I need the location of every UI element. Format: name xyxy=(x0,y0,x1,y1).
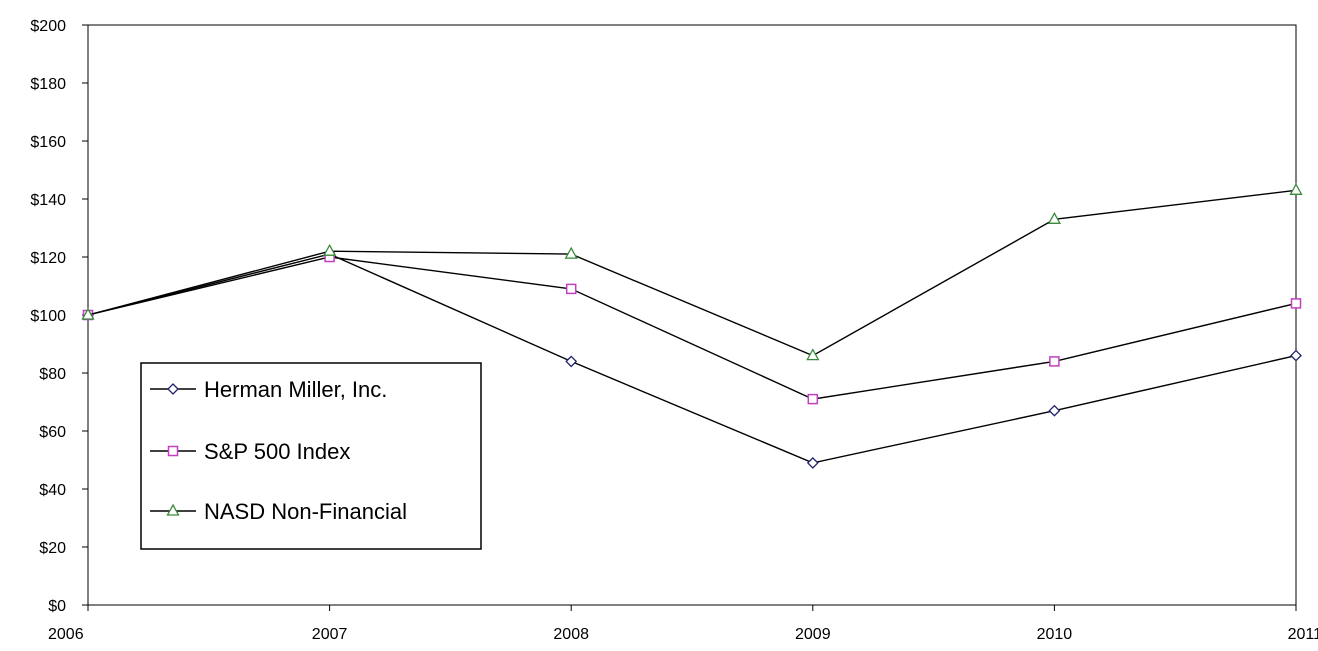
data-point-diamond-marker xyxy=(1048,404,1061,417)
y-tick-label: $40 xyxy=(39,482,66,499)
legend-diamond-marker xyxy=(167,383,179,395)
legend-square-marker xyxy=(167,445,179,457)
data-point-triangle-marker xyxy=(1289,182,1303,195)
data-point-triangle-marker xyxy=(806,348,820,361)
data-point-diamond-marker xyxy=(1290,349,1302,362)
data-point-diamond-marker xyxy=(565,355,578,368)
legend-label: NASD Non-Financial xyxy=(204,499,407,524)
data-point-square-marker xyxy=(807,393,819,405)
series-2-line xyxy=(87,256,1297,400)
series-3 xyxy=(81,182,1303,361)
legend-label: Herman Miller, Inc. xyxy=(204,377,387,402)
x-tick-label: 2009 xyxy=(795,626,831,643)
data-point-square-marker xyxy=(1049,356,1060,367)
data-point-square-marker xyxy=(565,283,577,295)
x-tick-label: 2011 xyxy=(1288,626,1318,643)
y-axis: $0 $20 $40 $60 $80 $100 $120 $140 $160 $180 $200 xyxy=(30,18,88,615)
y-tick-label: $180 xyxy=(30,76,66,93)
x-axis: 2006 2007 2008 2009 2010 2011 xyxy=(48,605,1318,643)
y-tick-label: $160 xyxy=(30,134,66,151)
y-tick-label: $200 xyxy=(30,18,66,35)
y-tick-label: $20 xyxy=(39,540,66,557)
series-3-line xyxy=(87,189,1297,357)
x-tick-label: 2008 xyxy=(553,626,589,643)
data-point-triangle-marker xyxy=(81,307,95,320)
series-1-line xyxy=(87,253,1297,464)
y-tick-label: $60 xyxy=(39,424,66,441)
data-point-triangle-marker xyxy=(323,243,337,256)
data-point-triangle-marker xyxy=(1047,211,1061,224)
x-tick-label: 2007 xyxy=(312,626,348,643)
legend-box xyxy=(140,362,482,550)
x-tick-label: 2010 xyxy=(1037,626,1073,643)
y-tick-label: $120 xyxy=(30,250,66,267)
data-point-triangle-marker xyxy=(564,246,578,259)
data-point-square-marker xyxy=(1290,298,1302,309)
y-tick-label: $100 xyxy=(30,308,66,325)
x-tick-label: 2006 xyxy=(48,626,84,643)
data-point-diamond-marker xyxy=(806,456,819,469)
legend-triangle-marker xyxy=(166,503,180,516)
legend-label: S&P 500 Index xyxy=(204,439,350,464)
legend: Herman Miller, Inc. S&P 500 Index NASD Non… xyxy=(140,362,482,550)
y-tick-label: $0 xyxy=(48,598,66,615)
y-tick-label: $80 xyxy=(39,366,66,383)
series-layer xyxy=(81,182,1303,469)
y-tick-label: $140 xyxy=(30,192,66,209)
